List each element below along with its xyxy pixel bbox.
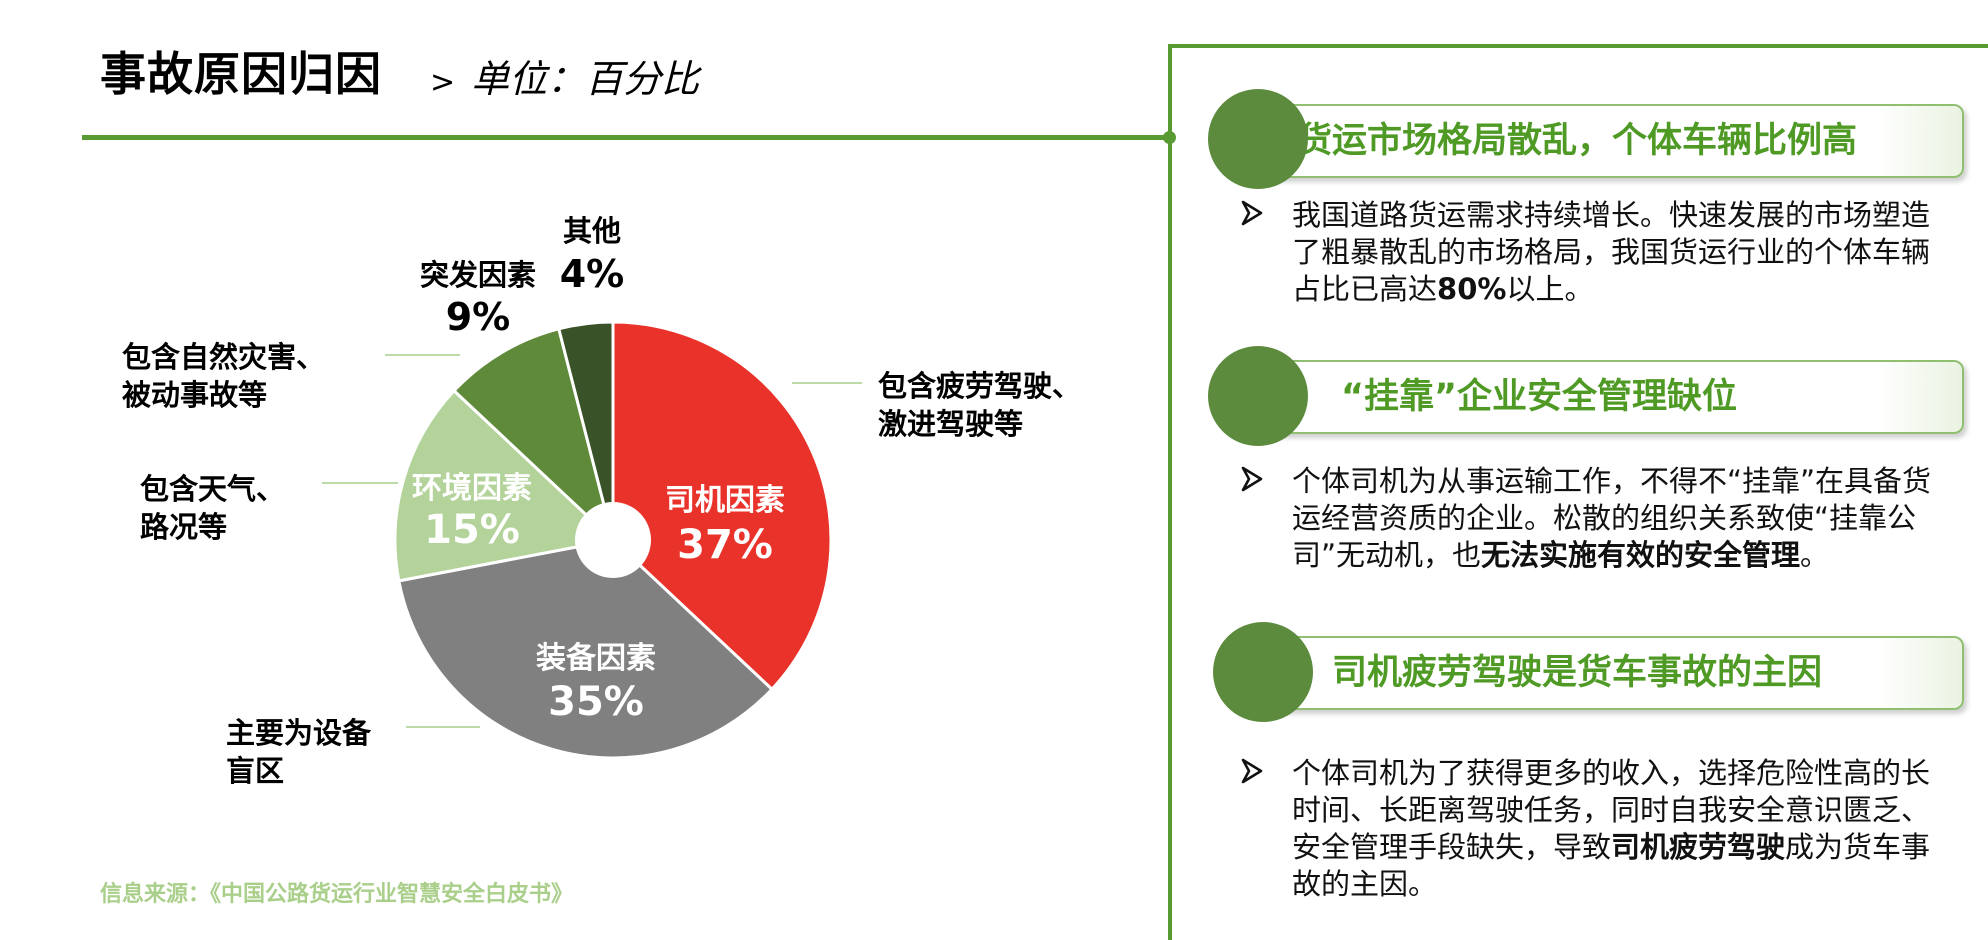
pie-slice-environment	[393, 388, 617, 583]
source-note: 信息来源：《中国公路货运行业智慧安全白皮书》	[100, 882, 574, 907]
note-environment: 包含天气、 路况等	[140, 470, 285, 546]
bullet-1-part-1: 我国道路货运需求持续增长。快速发展的市场塑造了粗暴散乱的市场格局，我国货运行业的…	[1292, 198, 1931, 306]
note-driver-line2: 激进驾驶等	[878, 407, 1024, 441]
heading-circle-2	[1208, 346, 1308, 446]
slice-pct-driver: 37%	[677, 522, 773, 568]
bullet-3-part-1: 个体司机为了获得更多的收入，选择危险性高的长时间、长距离驾驶任务，同时自我安全意…	[1292, 756, 1931, 864]
note-driver-line1: 包含疲劳驾驶、	[878, 369, 1082, 403]
unit-text: 单位：百分比	[471, 57, 700, 101]
slice-pct-equipment: 35%	[548, 679, 644, 725]
bullet-3-part-3: 成为货车事故的主因。	[1292, 830, 1931, 901]
bullet-1-text: 我国道路货运需求持续增长。快速发展的市场塑造了粗暴散乱的市场格局，我国货运行业的…	[1292, 197, 1952, 308]
bullet-2-part-1: 个体司机为从事运输工作，不得不“挂靠”在具备货运经营资质的企业。松散的组织关系致…	[1292, 464, 1932, 572]
pie-slices	[393, 320, 833, 760]
bullet-1: 我国道路货运需求持续增长。快速发展的市场塑造了粗暴散乱的市场格局，我国货运行业的…	[1240, 197, 1940, 317]
heading-1: 货运市场格局散乱，个体车辆比例高	[1297, 121, 1858, 161]
pie-slice-driver	[611, 320, 833, 692]
pie-slice-equipment	[397, 538, 775, 760]
bullet-2-part-3: 。	[1800, 538, 1830, 572]
note-equipment: 主要为设备 盲区	[226, 714, 371, 790]
heading-banner-3: 司机疲劳驾驶是货车事故的主因	[1262, 636, 1964, 710]
heading-3: 司机疲劳驾驶是货车事故的主因	[1332, 653, 1823, 693]
heading-banner-2: “挂靠”企业安全管理缺位	[1255, 360, 1964, 434]
note-sudden-line2: 被动事故等	[122, 378, 268, 412]
bullet-3-part-2: 司机疲劳驾驶	[1611, 830, 1786, 864]
pie-leader-lines	[322, 354, 862, 728]
panel-divider-vertical	[1168, 44, 1172, 940]
slice-label-environment: 环境因素	[412, 471, 532, 506]
page-title: 事故原因归因	[100, 47, 382, 101]
note-environment-line2: 路况等	[140, 510, 228, 544]
bullet-arrow-icon	[1241, 758, 1263, 784]
bullet-3: 个体司机为了获得更多的收入，选择危险性高的长时间、长距离驾驶任务，同时自我安全意…	[1240, 755, 1940, 915]
note-sudden: 包含自然灾害、 被动事故等	[122, 338, 325, 414]
note-driver: 包含疲劳驾驶、 激进驾驶等	[878, 367, 1081, 443]
note-equipment-line2: 盲区	[226, 754, 285, 788]
bullet-3-text: 个体司机为了获得更多的收入，选择危险性高的长时间、长距离驾驶任务，同时自我安全意…	[1292, 755, 1952, 903]
bullet-1-part-3: 以上。	[1506, 272, 1594, 306]
bullet-arrow-icon	[1241, 466, 1263, 492]
note-environment-line1: 包含天气、	[140, 472, 286, 506]
bullet-2: 个体司机为从事运输工作，不得不“挂靠”在具备货运经营资质的企业。松散的组织关系致…	[1240, 463, 1940, 623]
pie-hole	[575, 502, 651, 578]
bullet-2-text: 个体司机为从事运输工作，不得不“挂靠”在具备货运经营资质的企业。松散的组织关系致…	[1292, 463, 1952, 574]
slice-label-other: 其他	[563, 214, 621, 248]
unit-arrow: >	[430, 65, 456, 100]
header-rule	[82, 135, 1170, 140]
note-equipment-line1: 主要为设备	[226, 716, 372, 750]
bullet-1-part-2: 80%	[1437, 272, 1507, 306]
note-sudden-line1: 包含自然灾害、	[122, 340, 326, 374]
slice-pct-sudden: 9%	[446, 295, 511, 339]
bullet-arrow-icon	[1241, 200, 1263, 226]
heading-banner-1: 货运市场格局散乱，个体车辆比例高	[1255, 104, 1964, 178]
slice-pct-environment: 15%	[424, 507, 520, 553]
pie-slice-sudden	[451, 327, 616, 545]
slice-label-driver: 司机因素	[665, 483, 785, 518]
slice-pct-other: 4%	[560, 252, 625, 296]
heading-circle-1	[1208, 89, 1308, 189]
unit-label: > 单位：百分比	[430, 48, 699, 103]
slice-label-sudden: 突发因素	[420, 258, 536, 292]
panel-divider-horizontal	[1168, 44, 1988, 48]
slice-label-equipment: 装备因素	[536, 641, 656, 676]
heading-circle-3	[1213, 622, 1313, 722]
bullet-2-part-2: 无法实施有效的安全管理	[1481, 538, 1801, 572]
pie-slice-other	[556, 320, 615, 541]
heading-2: “挂靠”企业安全管理缺位	[1341, 377, 1738, 417]
